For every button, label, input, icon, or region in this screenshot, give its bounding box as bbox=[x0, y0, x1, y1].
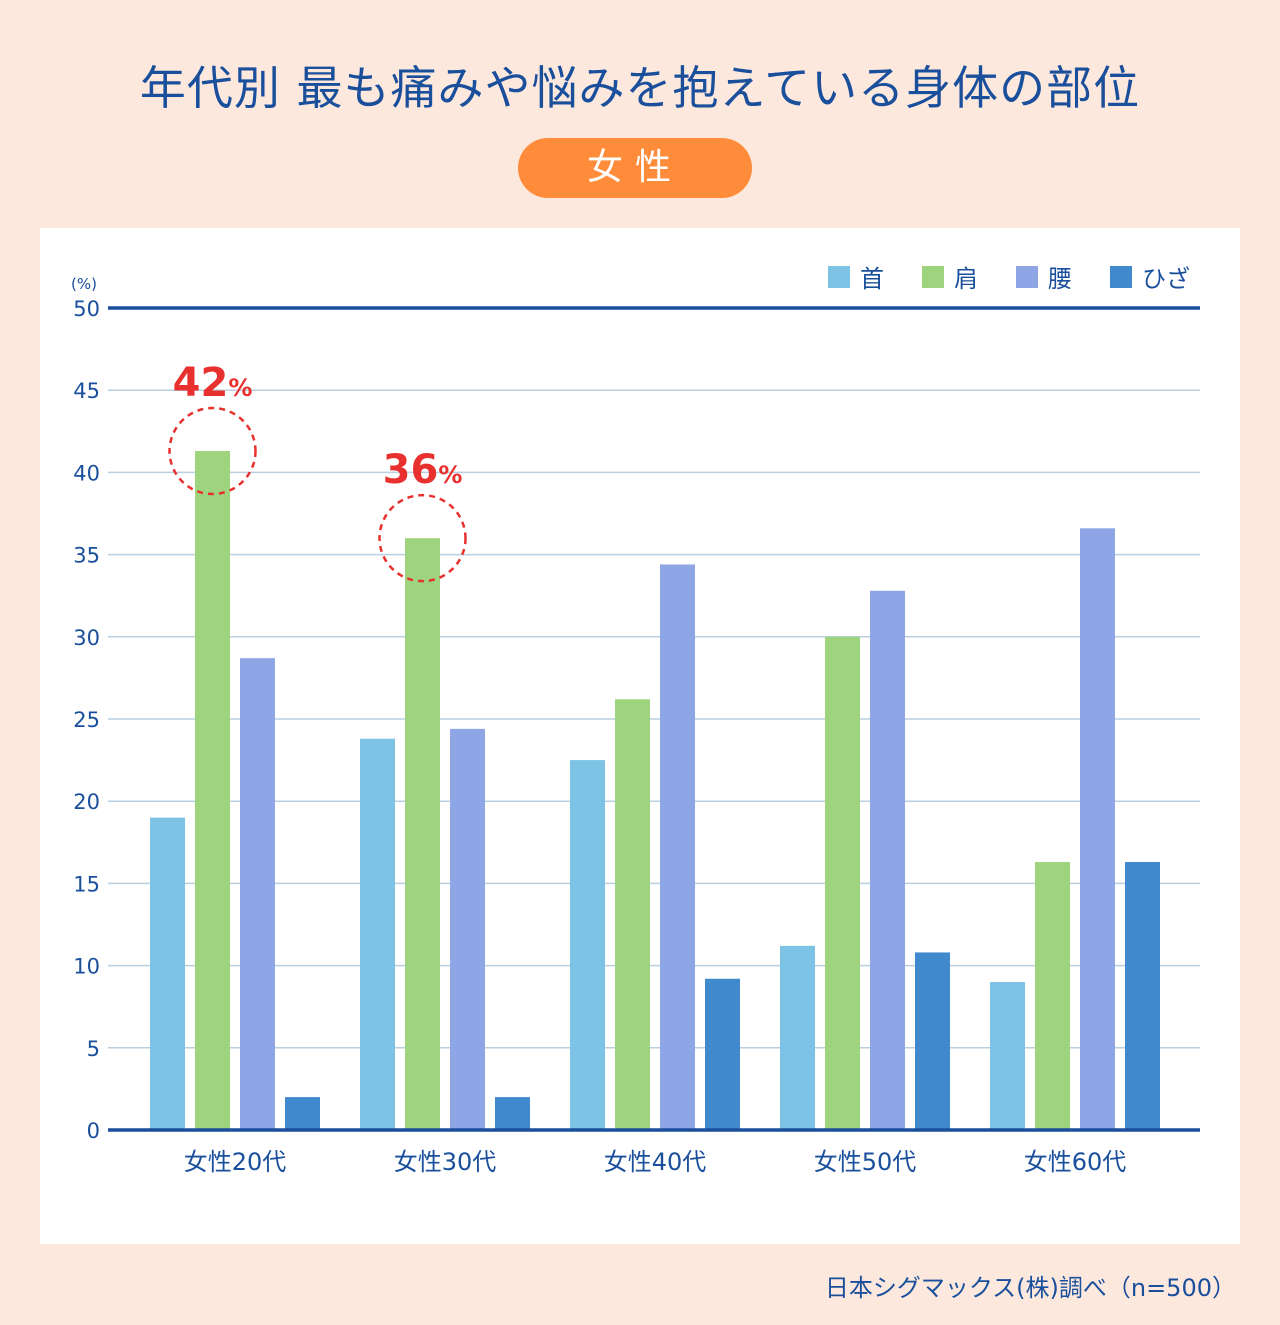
y-tick-label: 25 bbox=[73, 708, 100, 732]
y-tick-label: 5 bbox=[87, 1037, 100, 1061]
gender-badge: 女性 bbox=[518, 138, 752, 198]
bar-4-0 bbox=[990, 982, 1025, 1130]
bar-1-2 bbox=[450, 728, 485, 1130]
bar-3-2 bbox=[870, 590, 905, 1130]
legend-swatch bbox=[922, 266, 944, 288]
legend-label: ひざ bbox=[1142, 265, 1190, 293]
x-tick-label: 女性40代 bbox=[604, 1148, 707, 1176]
legend-swatch bbox=[828, 266, 850, 288]
y-tick-label: 50 bbox=[73, 297, 100, 321]
bar-2-2 bbox=[660, 564, 695, 1130]
highlight-circle bbox=[168, 406, 257, 496]
y-tick-label: 10 bbox=[73, 955, 100, 979]
y-tick-label: 35 bbox=[73, 544, 100, 568]
bar-4-2 bbox=[1080, 528, 1115, 1130]
bar-2-0 bbox=[570, 760, 605, 1130]
y-tick-label: 15 bbox=[73, 872, 100, 896]
bar-0-1 bbox=[195, 451, 230, 1130]
x-tick-label: 女性20代 bbox=[184, 1148, 287, 1176]
legend-swatch bbox=[1016, 266, 1038, 288]
legend-label: 腰 bbox=[1048, 265, 1072, 293]
x-tick-label: 女性50代 bbox=[814, 1148, 917, 1176]
bar-3-0 bbox=[780, 945, 815, 1130]
x-tick-label: 女性30代 bbox=[394, 1148, 497, 1176]
highlight-label: 36% bbox=[383, 447, 463, 493]
highlight-label: 42% bbox=[173, 360, 253, 406]
bar-3-3 bbox=[915, 952, 950, 1130]
bar-4-1 bbox=[1035, 862, 1070, 1130]
chart-title: 年代別 最も痛みや悩みを抱えている身体の部位 bbox=[139, 61, 1141, 115]
bar-1-1 bbox=[405, 538, 440, 1130]
bar-4-3 bbox=[1125, 862, 1160, 1130]
bar-1-3 bbox=[495, 1097, 530, 1130]
y-tick-label: 40 bbox=[73, 461, 100, 485]
bar-0-3 bbox=[285, 1097, 320, 1130]
source-note: 日本シグマックス(株)調べ（n=500） bbox=[824, 1274, 1236, 1302]
legend-swatch bbox=[1110, 266, 1132, 288]
bar-2-1 bbox=[615, 699, 650, 1130]
legend-label: 肩 bbox=[954, 265, 978, 293]
y-tick-label: 0 bbox=[87, 1119, 100, 1143]
bar-1-0 bbox=[360, 738, 395, 1130]
bar-0-0 bbox=[150, 817, 185, 1130]
bar-2-3 bbox=[705, 978, 740, 1130]
bar-0-2 bbox=[240, 658, 275, 1130]
y-axis-unit: (%) bbox=[71, 275, 97, 293]
x-tick-label: 女性60代 bbox=[1024, 1148, 1127, 1176]
legend-label: 首 bbox=[860, 265, 884, 293]
y-tick-label: 45 bbox=[73, 379, 100, 403]
highlight-circle bbox=[378, 493, 467, 583]
bar-3-1 bbox=[825, 636, 860, 1130]
y-tick-label: 20 bbox=[73, 790, 100, 814]
y-tick-label: 30 bbox=[73, 626, 100, 650]
